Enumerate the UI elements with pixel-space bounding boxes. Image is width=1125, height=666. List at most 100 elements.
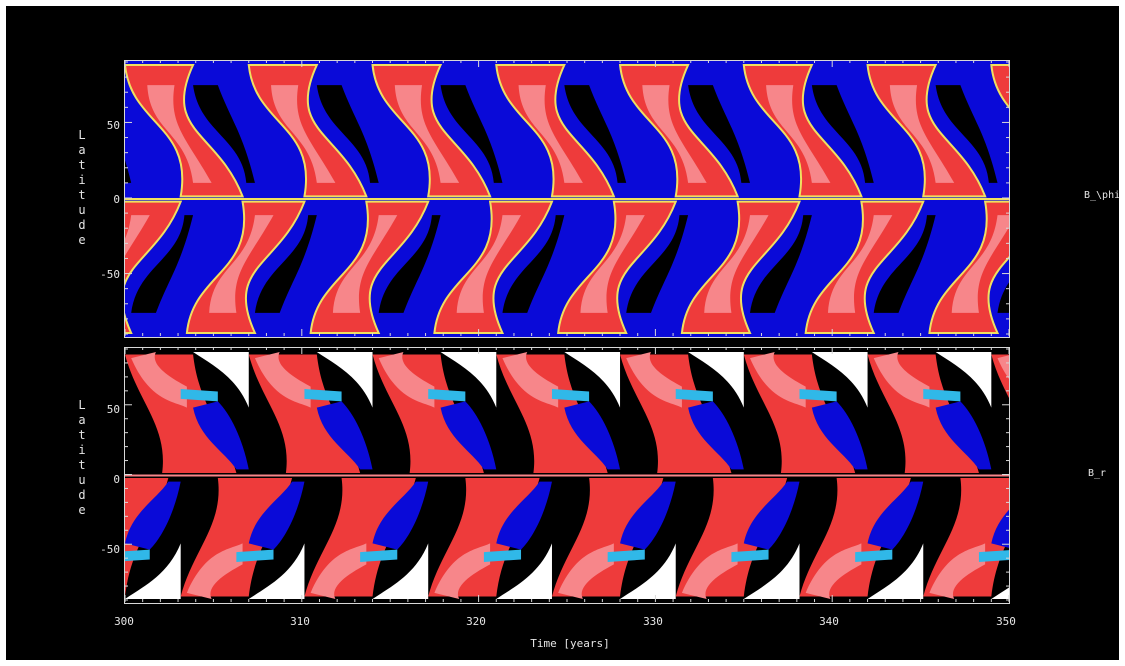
br-strong-positive-core [626, 352, 682, 408]
br-negative-band [496, 481, 552, 550]
x-tick-350: 350 [996, 615, 1016, 628]
br-strong-positive-core [805, 543, 862, 599]
br-negative-band [811, 401, 868, 470]
br-transition-band [236, 549, 274, 562]
x-tick-320: 320 [466, 615, 486, 628]
bphi-strong-negative-core [378, 215, 441, 313]
x-axis-label: Time [years] [530, 637, 610, 650]
br-transition-band [923, 389, 961, 402]
br-polar-field [688, 352, 744, 408]
br-transition-band [304, 389, 342, 402]
y-axis-label-letter: a [78, 143, 86, 157]
bphi-strong-negative-core [440, 85, 503, 183]
y-tick-bottom-0: 0 [113, 473, 120, 486]
br-transition-band [360, 549, 398, 562]
y-axis-label-letter: t [78, 158, 86, 172]
y-axis-label-letter: t [78, 428, 86, 442]
bphi-strong-negative-core [316, 85, 379, 183]
br-negative-band [440, 401, 497, 470]
bphi-strong-negative-core [125, 160, 132, 183]
br-strong-positive-core [131, 352, 187, 408]
bphi-strong-positive-core [580, 215, 645, 313]
br-transition-band [125, 549, 150, 562]
br-polar-field [811, 352, 868, 408]
br-negative-band [991, 509, 1009, 548]
br-polar-field [743, 543, 800, 599]
br-negative-band [688, 401, 744, 470]
y-axis-label-letter: a [78, 413, 86, 427]
br-strong-positive-core [681, 543, 738, 599]
y-axis-label-letter: t [78, 458, 86, 472]
br-strong-positive-core [434, 543, 491, 599]
br-transition-band [799, 389, 837, 402]
br-transition-band [607, 549, 645, 562]
y-tick-bottom-50: 50 [106, 403, 120, 416]
br-negative-band [564, 401, 621, 470]
br-strong-positive-core [186, 543, 243, 599]
bphi-strong-positive-core [642, 85, 707, 183]
br-transition-band [551, 389, 590, 402]
br-negative-band [193, 401, 249, 470]
bphi-strong-positive-core [209, 215, 274, 313]
bphi-strong-positive-core [332, 215, 398, 313]
br-negative-band [125, 481, 181, 550]
bphi-strong-positive-core [889, 85, 955, 183]
bphi-strong-negative-core [811, 85, 874, 183]
y-axis-label-letter: i [78, 173, 86, 187]
y-axis-label-letter: L [78, 398, 86, 412]
y-tick-top-50: 50 [106, 119, 120, 132]
br-polar-field [316, 352, 373, 408]
bphi-strong-positive-core [518, 85, 583, 183]
br-transition-band [428, 389, 466, 402]
bphi-strong-positive-core [271, 85, 336, 183]
br-negative-band [867, 481, 924, 550]
br-positive-band [923, 477, 1009, 597]
bphi-strong-positive-core [827, 215, 893, 313]
y-tick-top-neg50: -50 [100, 268, 120, 281]
br-strong-positive-core [929, 543, 986, 599]
bphi-plot-panel [124, 60, 1010, 338]
x-tick-310: 310 [290, 615, 310, 628]
bphi-positive-band [990, 64, 1009, 109]
bphi-strong-negative-core [997, 282, 1009, 313]
bphi-strong-positive-core [704, 215, 769, 313]
y-axis-label-letter: d [78, 218, 86, 232]
br-strong-positive-core [558, 543, 614, 599]
bphi-strong-negative-core [749, 215, 812, 313]
x-tick-340: 340 [819, 615, 839, 628]
br-transition-band [180, 389, 218, 402]
br-polar-field [440, 352, 497, 408]
bphi-strong-positive-core [147, 85, 212, 183]
br-strong-positive-core [749, 352, 806, 408]
br-polar-field [620, 543, 676, 599]
y-tick-bottom-neg50: -50 [100, 543, 120, 556]
y-axis-label-letter: e [78, 503, 86, 517]
bphi-strong-negative-core [131, 215, 194, 313]
bphi-strong-negative-core [502, 215, 565, 313]
br-strong-positive-core [310, 543, 367, 599]
y-axis-label-letter: i [78, 443, 86, 457]
y-axis-label-letter: e [78, 233, 86, 247]
bphi-strong-negative-core [564, 85, 627, 183]
bphi-strong-negative-core [935, 85, 998, 183]
y-axis-label-letter: u [78, 203, 86, 217]
br-polar-field [991, 587, 1009, 599]
bphi-strong-positive-core [951, 215, 1009, 313]
y-axis-label-letter: t [78, 188, 86, 202]
br-negative-band [743, 481, 800, 550]
br-polar-field [867, 543, 924, 599]
y-axis-label-letter: u [78, 473, 86, 487]
bphi-heatmap [125, 61, 1009, 337]
br-polar-field [564, 352, 621, 408]
br-polar-field [935, 352, 992, 408]
bphi-strong-positive-core [766, 85, 831, 183]
br-strong-positive-core [254, 352, 311, 408]
bphi-strong-positive-core [456, 215, 522, 313]
br-strong-positive-core [873, 352, 930, 408]
br-polar-field [125, 543, 181, 599]
panel-label-br: B_r [1088, 468, 1107, 479]
br-plot-panel [124, 347, 1010, 604]
bphi-strong-positive-core [125, 215, 150, 256]
